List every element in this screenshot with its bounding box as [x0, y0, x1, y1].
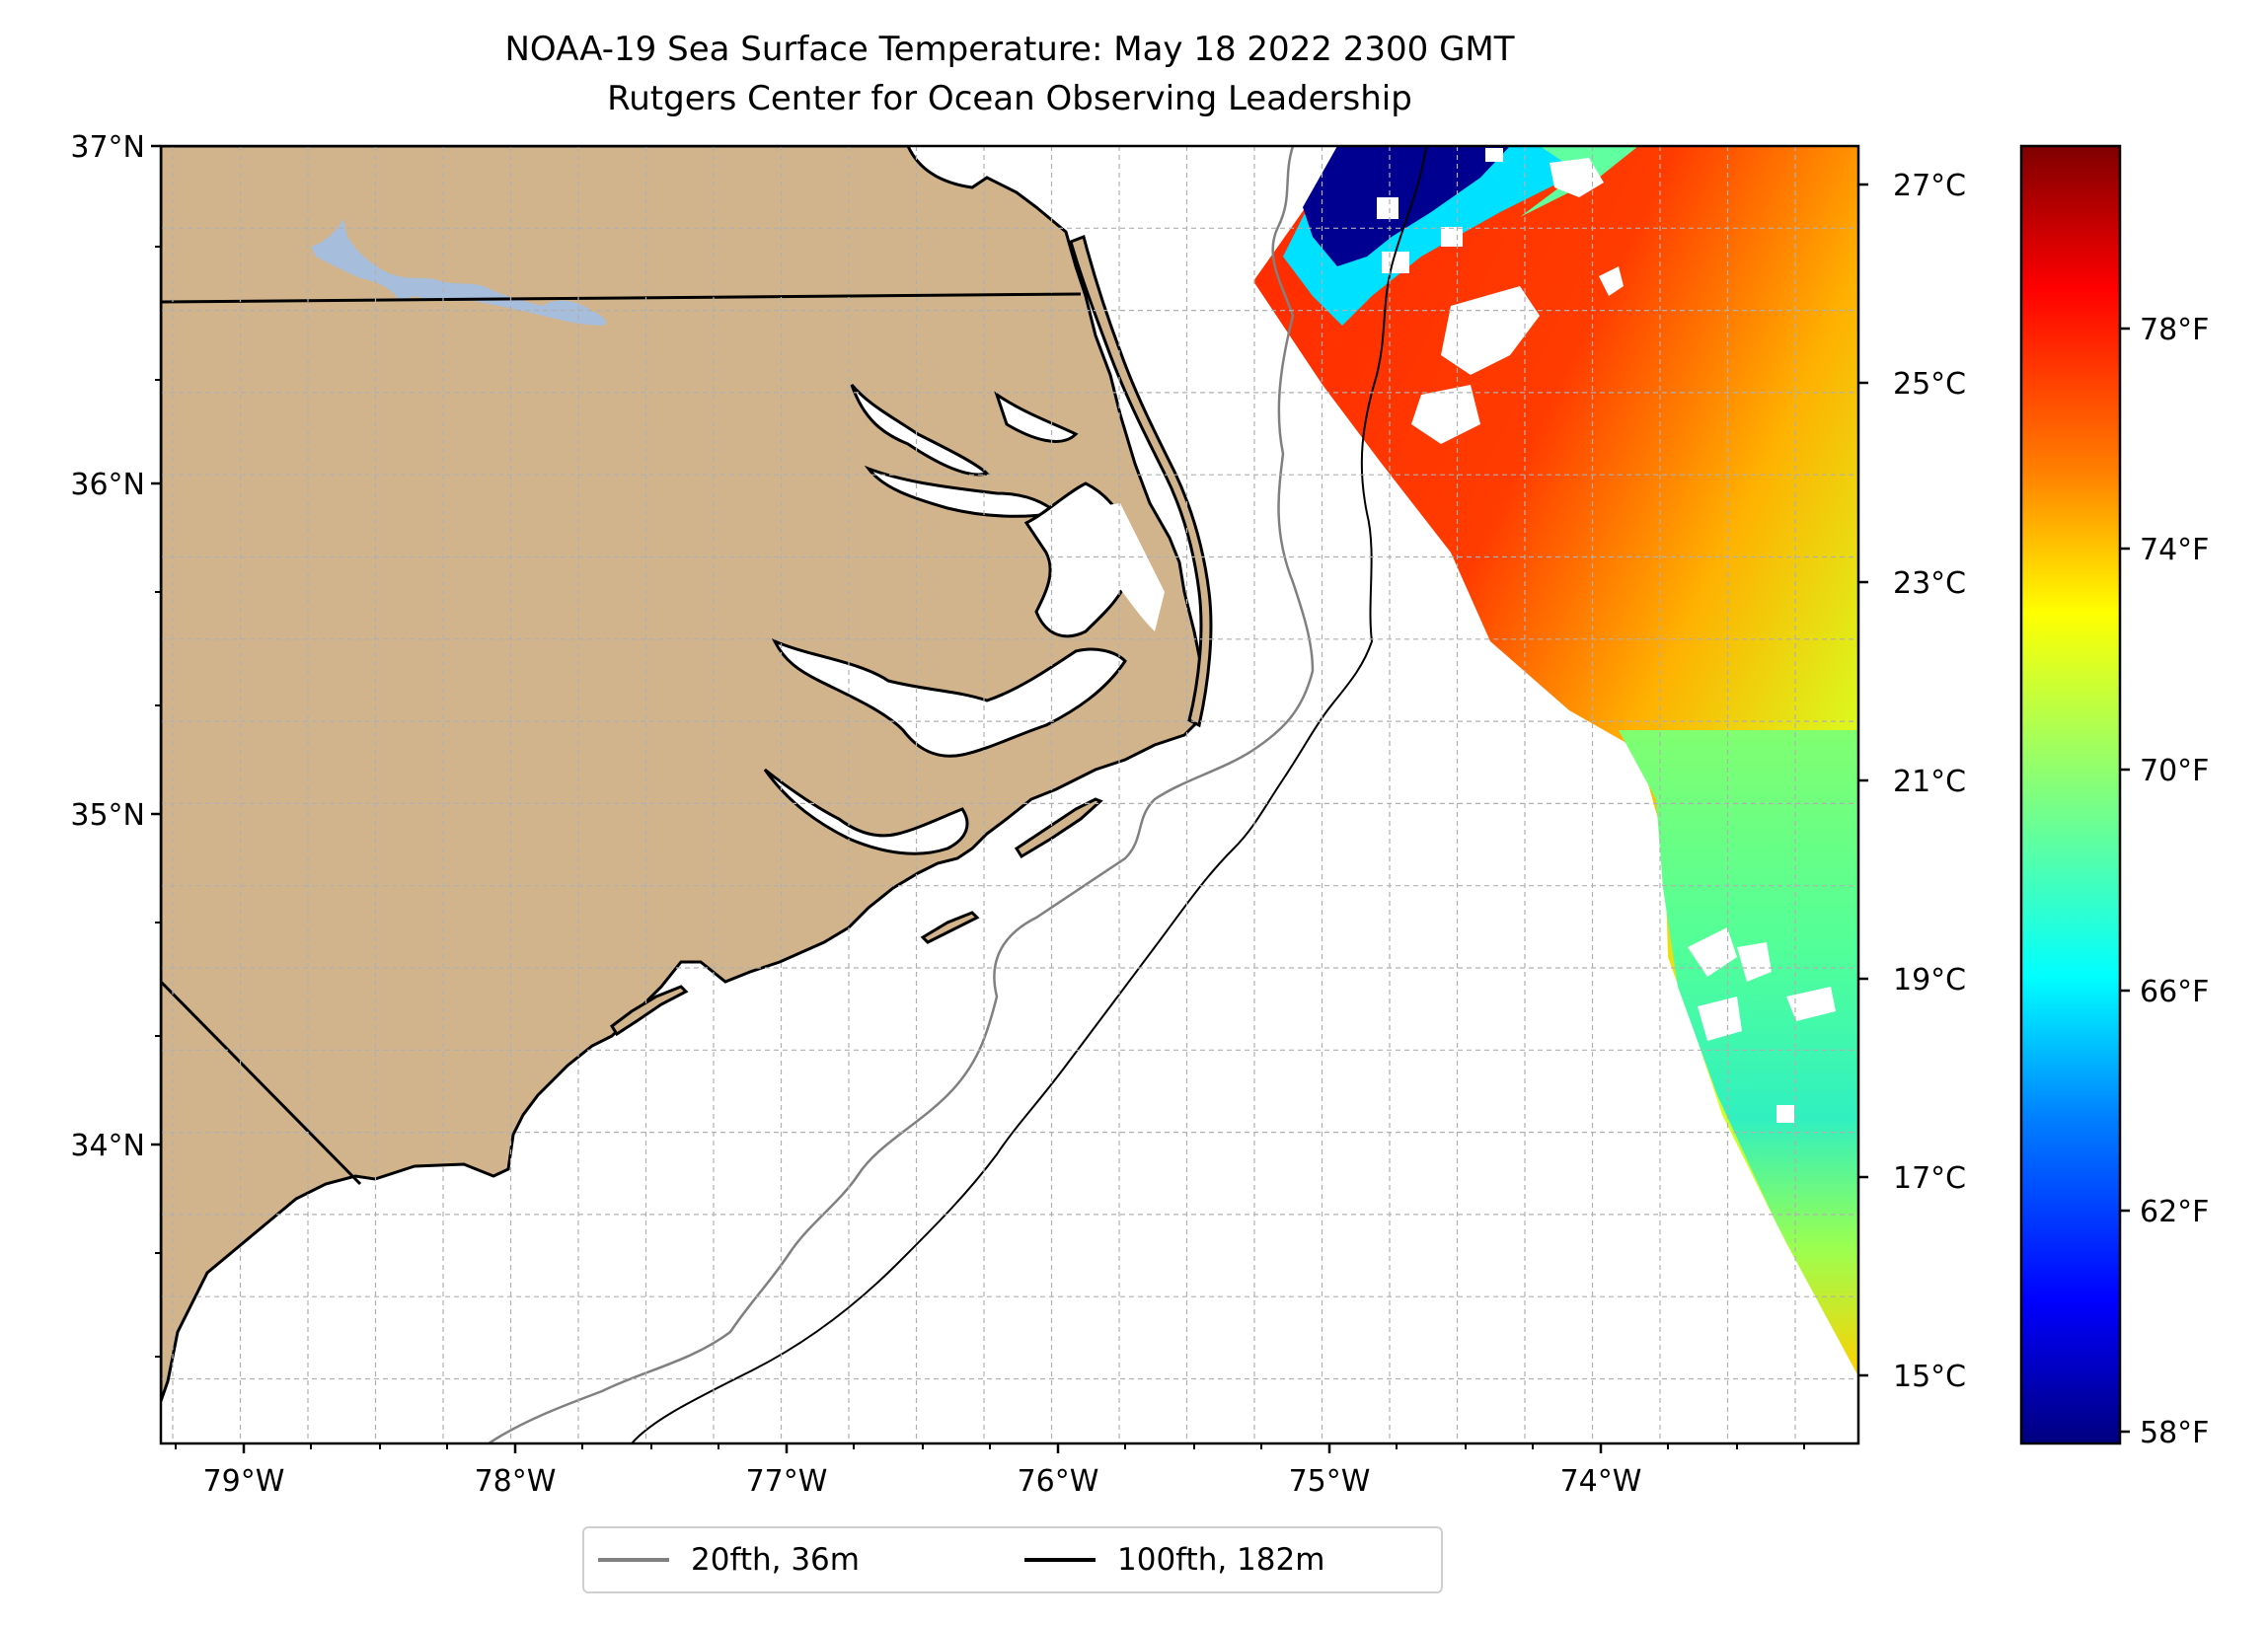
lat-label: 34°N — [70, 1129, 145, 1163]
lat-label: 37°N — [70, 130, 145, 165]
land — [161, 146, 1213, 1402]
colorbar-fahrenheit-label: 78°F — [2140, 313, 2209, 347]
map-frame — [159, 144, 1860, 1445]
colorbar-gradient — [2019, 144, 2122, 1445]
lon-label: 76°W — [1018, 1464, 1099, 1499]
map-area — [161, 146, 1858, 1443]
legend-item-20fth: 20fth, 36m — [598, 1528, 860, 1591]
isobath-20fth — [488, 146, 1315, 1443]
legend: 20fth, 36m 100fth, 182m — [582, 1526, 1443, 1593]
colorbar-celsius-label: 27°C — [1893, 169, 1966, 203]
legend-line-black — [1024, 1558, 1096, 1562]
colorbar-fahrenheit-label: 66°F — [2140, 975, 2209, 1009]
latitude-labels: 37°N 36°N 35°N 34°N — [70, 130, 161, 1358]
colorbar-celsius-labels: 27°C 25°C 23°C 21°C 19°C 17°C 15°C — [1858, 169, 1966, 1394]
lat-label: 35°N — [70, 798, 145, 833]
colorbar: 27°C 25°C 23°C 21°C 19°C 17°C 15°C 78°F 74°F 70°… — [1858, 144, 2209, 1450]
colorbar-celsius-label: 23°C — [1893, 566, 1966, 601]
colorbar-fahrenheit-label: 74°F — [2140, 533, 2209, 567]
isobath-100fth — [631, 146, 1427, 1443]
legend-label-20fth: 20fth, 36m — [691, 1542, 860, 1578]
lon-label: 78°W — [475, 1464, 557, 1499]
map-title: NOAA-19 Sea Surface Temperature: May 18 … — [504, 30, 1515, 69]
colorbar-fahrenheit-label: 58°F — [2140, 1416, 2209, 1450]
lat-label: 36°N — [70, 468, 145, 502]
colorbar-celsius-label: 19°C — [1893, 963, 1966, 998]
colorbar-celsius-label: 25°C — [1893, 367, 1966, 402]
legend-label-100fth: 100fth, 182m — [1117, 1542, 1325, 1578]
map-subtitle: Rutgers Center for Ocean Observing Leade… — [607, 79, 1412, 118]
colorbar-fahrenheit-label: 70°F — [2140, 754, 2209, 788]
lon-label: 77°W — [746, 1464, 828, 1499]
colorbar-celsius-label: 17°C — [1893, 1161, 1966, 1196]
colorbar-celsius-label: 21°C — [1893, 765, 1966, 799]
state-boundary-va-nc — [161, 292, 1082, 304]
colorbar-fahrenheit-labels: 78°F 74°F 70°F 66°F 62°F 58°F — [2120, 313, 2209, 1450]
lon-label: 79°W — [203, 1464, 285, 1499]
barrier-islands — [609, 797, 1103, 1037]
lake — [311, 219, 607, 326]
lon-label: 74°W — [1560, 1464, 1642, 1499]
longitude-labels: 79°W 78°W 77°W 76°W 75°W 74°W — [175, 1443, 1805, 1499]
colorbar-celsius-label: 15°C — [1893, 1360, 1966, 1394]
legend-line-gray — [598, 1558, 669, 1562]
gridlines — [161, 145, 1858, 1443]
state-boundary-nc-sc — [161, 980, 362, 1186]
colorbar-fahrenheit-label: 62°F — [2140, 1195, 2209, 1229]
legend-item-100fth: 100fth, 182m — [1024, 1528, 1324, 1591]
lon-label: 75°W — [1289, 1464, 1371, 1499]
